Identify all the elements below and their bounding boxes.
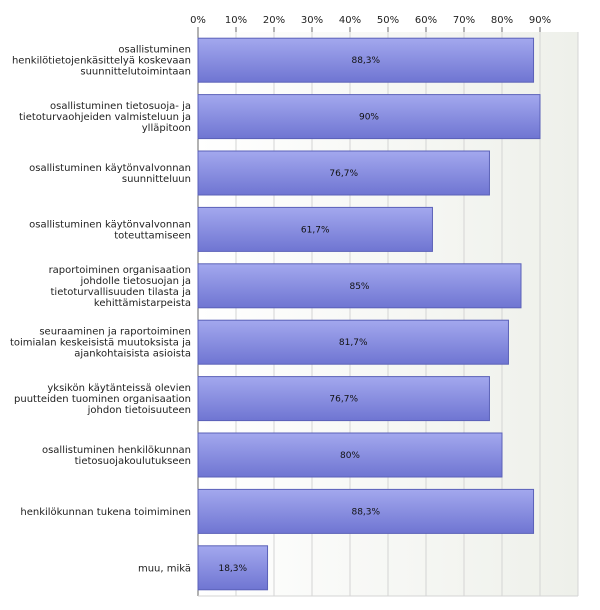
data-label: 61,7% bbox=[301, 225, 330, 235]
category-label-line: tietoturvallisuuden tilasta ja bbox=[51, 287, 192, 298]
category-label: yksikön käytänteissä olevien puutteiden t… bbox=[14, 383, 191, 416]
data-label: 80% bbox=[340, 451, 360, 461]
x-tick-label: 70% bbox=[453, 15, 475, 26]
data-label: 81,7% bbox=[339, 338, 368, 348]
category-label-line: yksikön käytänteissä olevien bbox=[47, 383, 191, 394]
category-label-line: tietosuojakoulutukseen bbox=[75, 456, 191, 467]
category-label-line: raportoiminen organisaation bbox=[49, 265, 191, 276]
category-label-line: tietoturvaohjeiden valmisteluun ja bbox=[19, 112, 191, 123]
category-label: seuraaminen ja raportoiminen toimialan ke… bbox=[10, 327, 191, 360]
category-label-line: suunnitteluun bbox=[122, 174, 191, 185]
bar bbox=[197, 545, 269, 591]
bar bbox=[197, 263, 522, 309]
x-tick-label: 30% bbox=[301, 15, 323, 26]
data-label: 76,7% bbox=[329, 169, 358, 179]
category-label-line: osallistuminen henkilökunnan bbox=[42, 445, 191, 456]
category-label-line: johdolle tietosuojan ja bbox=[80, 276, 191, 287]
data-label: 88,3% bbox=[351, 56, 380, 66]
bar bbox=[197, 94, 541, 140]
category-label-line: puutteiden tuominen organisaation bbox=[14, 394, 191, 405]
x-tick-label: 90% bbox=[529, 15, 551, 26]
data-labels: 88,3% 90% 76,7% 61,7% 85% 81,7% 76,7% 80% 88,3% 1… bbox=[218, 56, 380, 574]
data-label: 88,3% bbox=[351, 507, 380, 517]
bar bbox=[197, 150, 490, 196]
category-label-line: muu, mikä bbox=[138, 563, 191, 574]
category-label-line: osallistuminen tietosuoja- ja bbox=[50, 101, 191, 112]
category-label-line: seuraaminen ja raportoiminen bbox=[39, 327, 191, 338]
x-tick-label: 80% bbox=[491, 15, 513, 26]
x-axis-ticks: 0% 10% 20% 30% 40% 50% 60% 70% 80% 90% bbox=[190, 15, 551, 32]
category-label: osallistuminen käytönvalvonnan suunnittel… bbox=[29, 163, 191, 185]
bar bbox=[197, 488, 535, 534]
bar bbox=[197, 376, 490, 422]
category-label: muu, mikä bbox=[138, 563, 191, 574]
bar bbox=[197, 37, 535, 83]
category-label: osallistuminen käytönvalvonnan toteuttami… bbox=[29, 219, 191, 241]
category-label-line: osallistuminen bbox=[118, 45, 191, 56]
category-label: raportoiminen organisaation johdolle tiet… bbox=[49, 265, 191, 309]
x-tick-label: 20% bbox=[263, 15, 285, 26]
category-label: osallistuminen henkilötietojenkäsittelyä … bbox=[12, 45, 191, 78]
category-label-line: johdon tietoisuuteen bbox=[87, 405, 191, 416]
x-tick-label: 40% bbox=[339, 15, 361, 26]
category-label: osallistuminen tietosuoja- ja tietoturvao… bbox=[19, 101, 191, 134]
bars bbox=[197, 37, 541, 591]
category-label-line: osallistuminen käytönvalvonnan bbox=[29, 219, 191, 230]
bar bbox=[197, 319, 509, 365]
x-tick-label: 60% bbox=[415, 15, 437, 26]
data-label: 85% bbox=[349, 282, 369, 292]
category-label-line: henkilökunnan tukena toimiminen bbox=[20, 507, 191, 518]
category-label-line: toimialan keskeisistä muutoksista ja bbox=[10, 338, 191, 349]
data-label: 76,7% bbox=[329, 395, 358, 405]
category-label-line: ajankohtaisista asioista bbox=[74, 349, 191, 360]
x-tick-label: 10% bbox=[225, 15, 247, 26]
category-label-line: ylläpitoon bbox=[142, 123, 191, 134]
data-label: 18,3% bbox=[218, 564, 247, 574]
category-label-line: suunnittelutoimintaan bbox=[80, 67, 191, 78]
x-tick-label: 0% bbox=[190, 15, 206, 26]
category-label-line: henkilötietojenkäsittelyä koskevaan bbox=[12, 56, 191, 67]
category-label-line: toteuttamiseen bbox=[114, 230, 191, 241]
data-label: 90% bbox=[359, 113, 379, 123]
category-label-line: kehittämistarpeista bbox=[94, 298, 191, 309]
x-tick-label: 50% bbox=[377, 15, 399, 26]
bar bbox=[197, 206, 433, 252]
category-labels: osallistuminen henkilötietojenkäsittelyä … bbox=[10, 45, 191, 575]
category-label: henkilökunnan tukena toimiminen bbox=[20, 507, 191, 518]
bar bbox=[197, 432, 503, 478]
category-label-line: osallistuminen käytönvalvonnan bbox=[29, 163, 191, 174]
category-label: osallistuminen henkilökunnan tietosuojako… bbox=[42, 445, 191, 467]
